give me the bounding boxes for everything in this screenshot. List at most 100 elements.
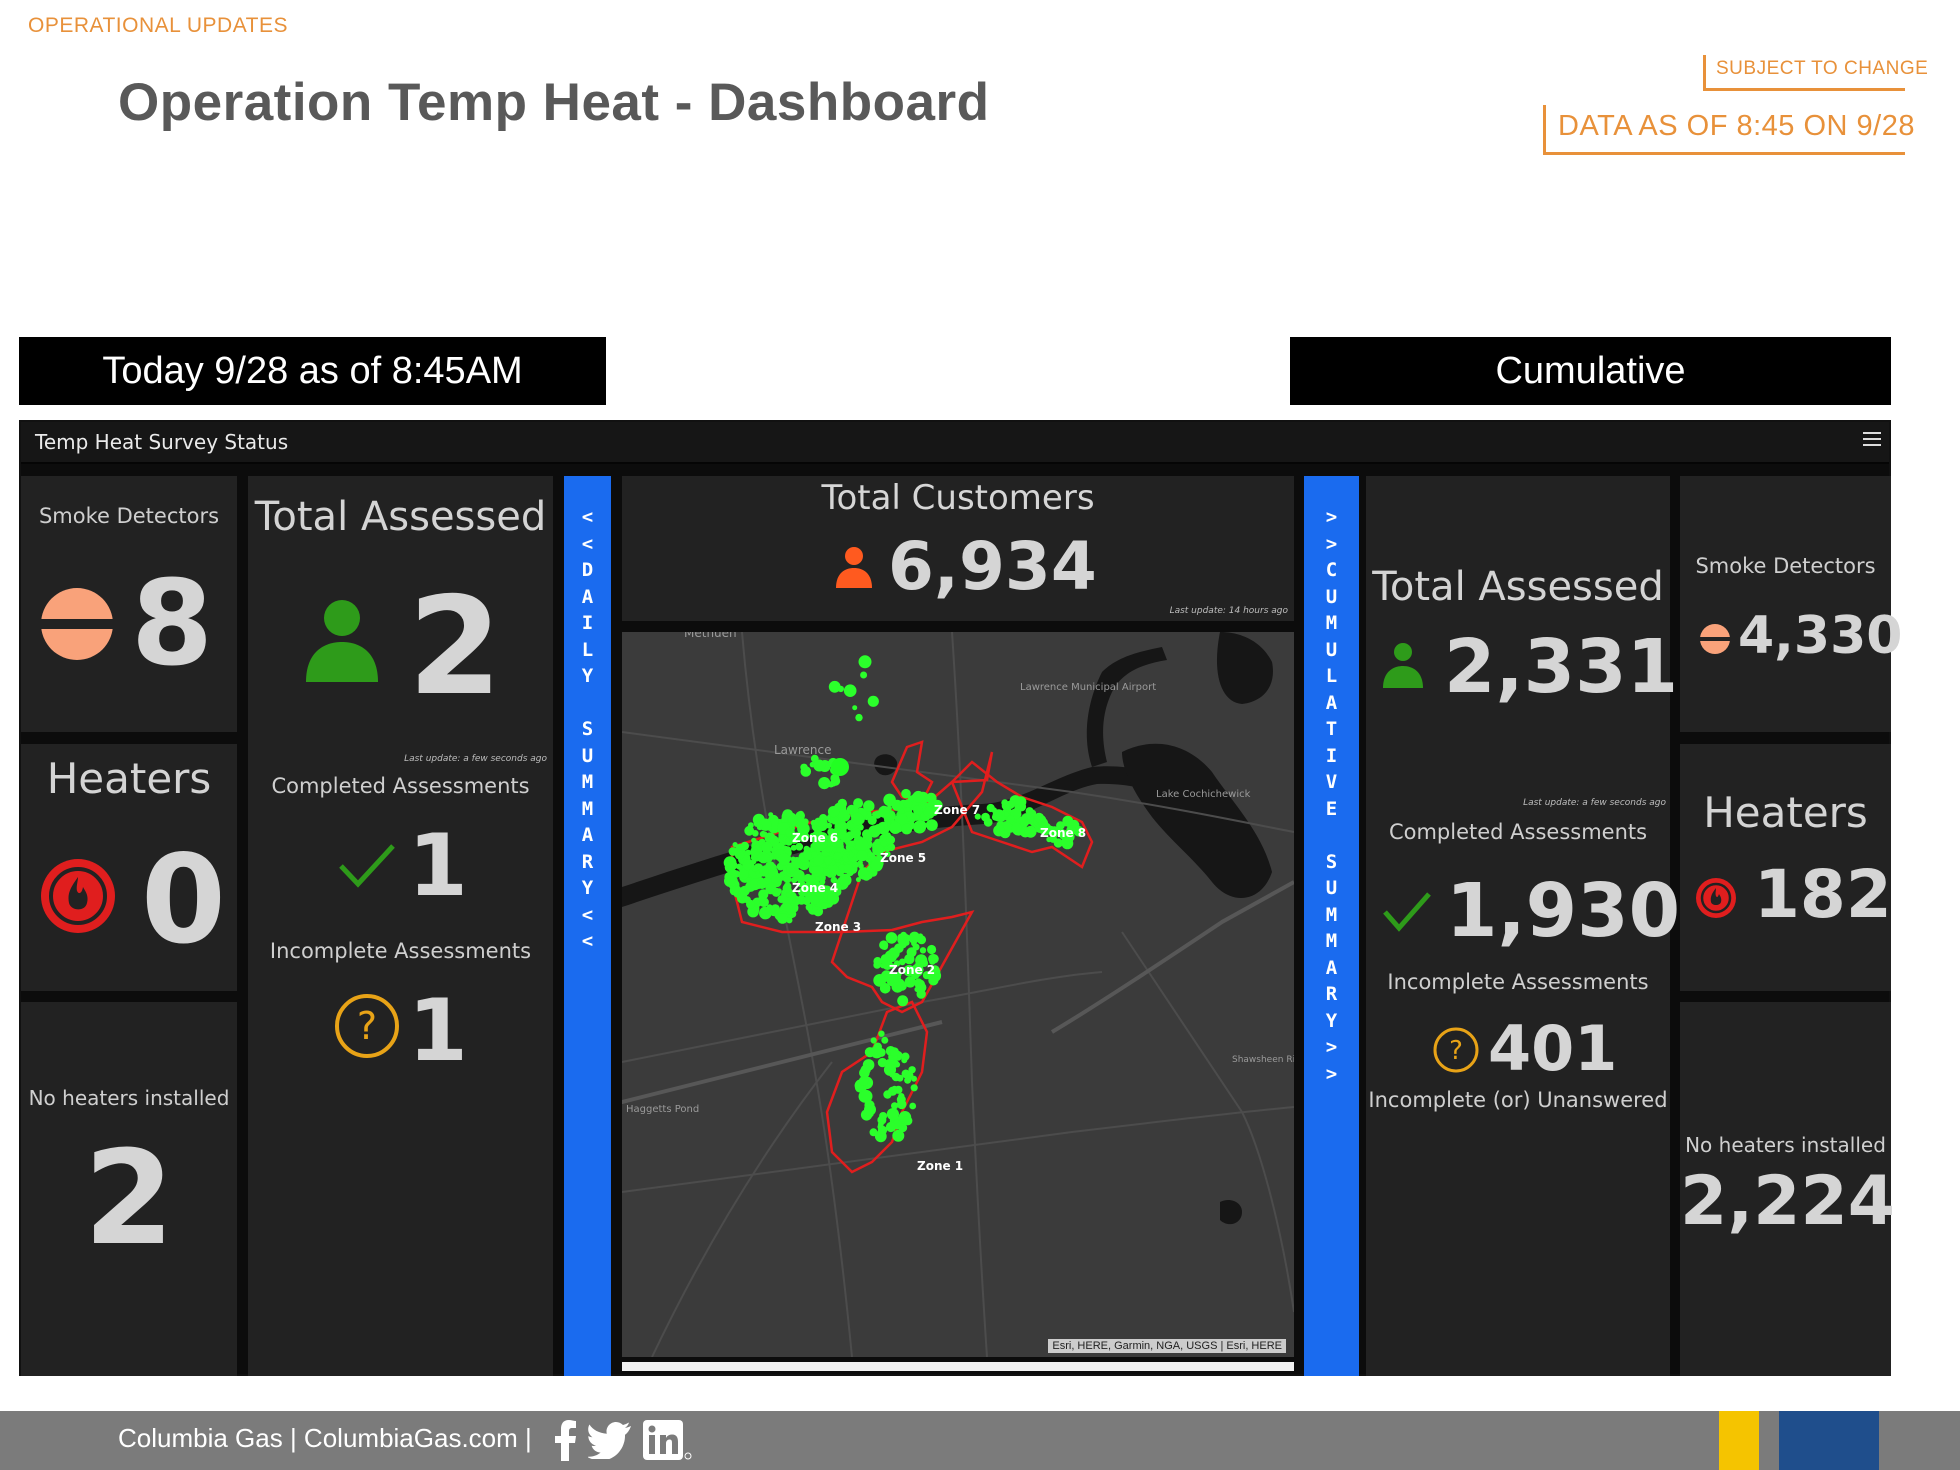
map-point xyxy=(880,954,889,963)
map-point xyxy=(793,869,805,882)
total-customers-panel: Total Customers 6,934 Last update: 14 ho… xyxy=(622,476,1294,621)
map-point xyxy=(752,866,759,872)
map-point xyxy=(1053,838,1063,848)
footer: Columbia Gas | ColumbiaGas.com | xyxy=(0,1411,1960,1470)
map-point xyxy=(930,955,936,961)
cumulative-strip-char: Y xyxy=(1325,1009,1338,1032)
map-point xyxy=(1007,815,1015,823)
map-point xyxy=(1046,836,1052,843)
daily-summary-strip[interactable]: < < D A I L Y S U M M A R Y < < xyxy=(564,476,611,1376)
map-point xyxy=(898,1123,908,1133)
map-point xyxy=(740,841,749,851)
person-icon xyxy=(306,600,378,682)
cumulative-smoke-detectors-panel: Smoke Detectors 4,330 xyxy=(1680,476,1902,732)
map-point xyxy=(779,833,785,839)
map-point xyxy=(848,840,855,847)
daily-strip-char: I xyxy=(581,612,594,634)
menu-icon[interactable] xyxy=(1863,432,1881,448)
daily-no-heaters-panel: No heaters installed 2 xyxy=(21,1002,237,1376)
map-point xyxy=(983,817,993,827)
map-point xyxy=(853,806,859,813)
daily-heaters-value: 0 xyxy=(141,829,226,971)
map-point xyxy=(855,877,861,883)
cumulative-completed-value: 1,930 xyxy=(1446,868,1681,954)
map-point xyxy=(838,873,852,887)
subject-to-change-badge: SUBJECT TO CHANGE xyxy=(1703,55,1928,91)
today-title: Today 9/28 as of 8:45AM xyxy=(102,349,523,392)
cumulative-summary-strip[interactable]: > > C U M U L A T I V E S U M M A R Y > > xyxy=(1304,476,1359,1376)
map-point xyxy=(864,1047,875,1058)
map-point xyxy=(776,888,782,894)
cumulative-completed-label: Completed Assessments xyxy=(1388,820,1648,844)
daily-strip-char: < xyxy=(581,532,594,555)
map-point xyxy=(790,844,797,851)
map-point xyxy=(818,819,826,828)
map-point xyxy=(928,975,939,986)
cumulative-strip-char: > xyxy=(1325,532,1338,555)
map-point xyxy=(1025,807,1034,816)
map-point xyxy=(905,966,911,972)
map-point xyxy=(1040,826,1050,836)
cumulative-no-heaters-label: No heaters installed xyxy=(1685,1133,1886,1157)
map-scrollbar[interactable] xyxy=(622,1362,1294,1371)
map-point xyxy=(858,1090,872,1103)
map-point xyxy=(827,781,835,788)
map-point xyxy=(882,959,893,970)
map-point xyxy=(837,685,844,693)
map-point xyxy=(725,875,737,886)
cumulative-smoke-label: Smoke Detectors xyxy=(1695,554,1876,578)
map-zone-7: Zone 7 xyxy=(934,803,980,817)
map-point xyxy=(791,816,798,822)
map-point xyxy=(901,1069,911,1079)
map-point xyxy=(805,903,813,911)
daily-no-heaters-value: 2 xyxy=(83,1122,175,1274)
map-point xyxy=(771,874,780,884)
map-point xyxy=(1011,822,1022,833)
facebook-icon[interactable] xyxy=(552,1419,578,1461)
daily-smoke-label: Smoke Detectors xyxy=(38,504,220,528)
cumulative-strip-char: T xyxy=(1325,718,1338,740)
map-point xyxy=(790,856,796,862)
map-point xyxy=(756,824,763,831)
map-point xyxy=(852,861,859,869)
map-canvas[interactable]: Methuen Lawrence Lawrence Municipal Airp… xyxy=(622,632,1294,1357)
map-label-airport: Lawrence Municipal Airport xyxy=(1020,682,1156,693)
map-point xyxy=(884,851,891,857)
map-point xyxy=(913,820,927,834)
cumulative-strip-char: M xyxy=(1325,930,1338,952)
total-customers-label: Total Customers xyxy=(821,478,1095,518)
map-point xyxy=(761,841,773,854)
total-customers-value: 6,934 xyxy=(888,528,1097,605)
twitter-icon[interactable] xyxy=(588,1421,632,1459)
map-point xyxy=(899,940,907,949)
map-point xyxy=(828,680,841,693)
cumulative-strip-char: A xyxy=(1325,956,1338,979)
cumulative-total-assessed-label: Total Assessed xyxy=(1372,564,1664,610)
map-point xyxy=(819,878,826,885)
cumulative-strip-char: U xyxy=(1325,585,1338,608)
map-point xyxy=(922,971,931,980)
zone-map[interactable]: Methuen Lawrence Lawrence Municipal Airp… xyxy=(622,632,1294,1357)
map-point xyxy=(729,885,740,896)
map-point xyxy=(863,800,875,812)
dashboard-title: Temp Heat Survey Status xyxy=(35,430,289,454)
cumulative-strip-char: R xyxy=(1325,983,1338,1005)
map-point xyxy=(849,830,858,838)
map-point xyxy=(912,813,920,821)
map-point xyxy=(881,943,888,950)
daily-strip-char: A xyxy=(581,824,594,846)
person-icon xyxy=(836,547,872,588)
map-point xyxy=(824,856,833,865)
cumulative-unanswered-label: Incomplete (or) Unanswered xyxy=(1368,1088,1668,1112)
map-point xyxy=(843,684,857,697)
map-point xyxy=(923,806,935,818)
map-label-methuen: Methuen xyxy=(684,632,737,640)
map-point xyxy=(909,931,920,943)
linkedin-icon[interactable] xyxy=(642,1419,692,1461)
daily-total-assessed-label: Total Assessed xyxy=(254,494,547,540)
cumulative-assessments-panel: Total Assessed 2,331 Last update: a few … xyxy=(1366,476,1680,1376)
map-zone-3: Zone 3 xyxy=(815,920,861,934)
map-point xyxy=(812,830,823,842)
map-point xyxy=(903,799,913,808)
data-as-of-text: DATA AS OF 8:45 ON 9/28 xyxy=(1558,110,1915,142)
